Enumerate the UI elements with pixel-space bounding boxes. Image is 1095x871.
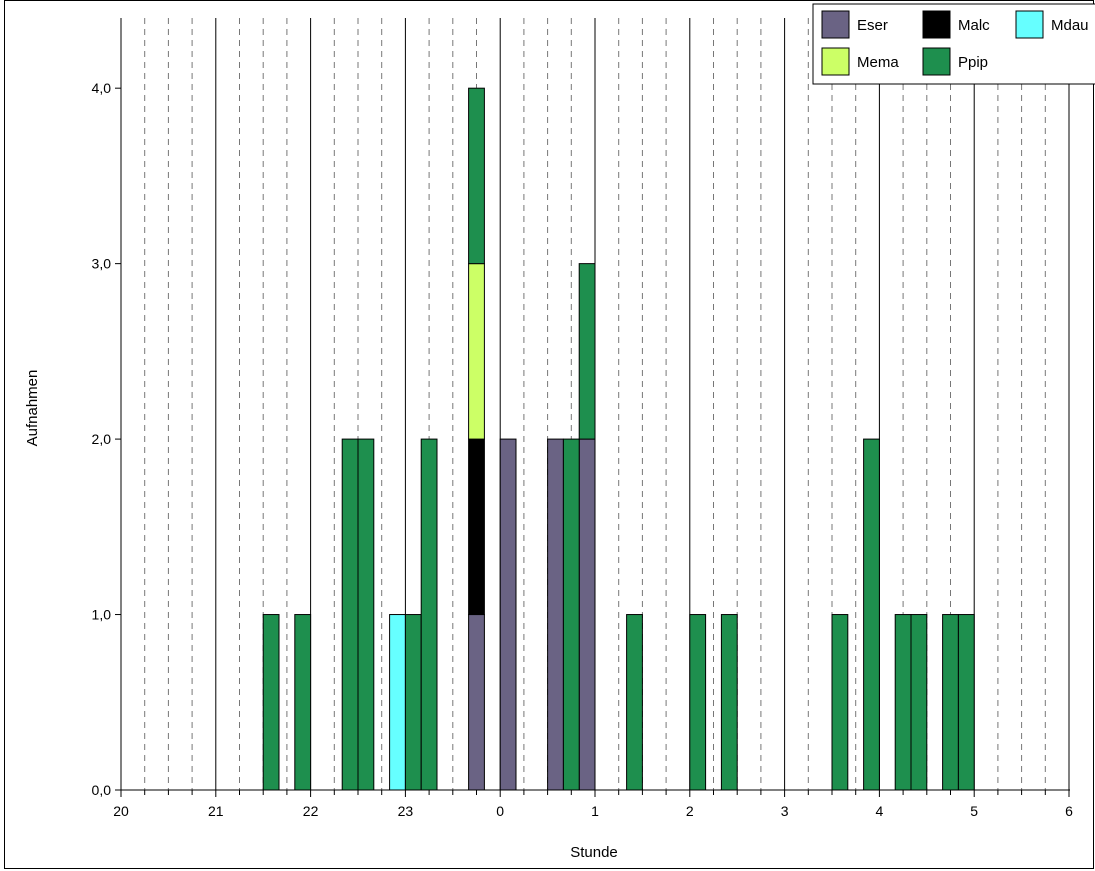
x-ticks: 20 21 22 23 0 1 2 3 4 5 6 [113, 790, 1073, 819]
y-ticks: 0,0 1,0 2,0 3,0 4,0 [92, 80, 121, 798]
bar-eser [578, 438, 596, 791]
bar-ppip [626, 614, 643, 791]
legend: Eser Malc Mdau Mema Ppip [812, 3, 1095, 85]
bar-malc [468, 438, 485, 616]
bar-ppip [341, 438, 359, 791]
bar-ppip [562, 438, 580, 791]
y-tick-label: 3,0 [92, 256, 112, 272]
legend-swatch-mdau [1015, 10, 1044, 39]
bar-ppip [957, 614, 975, 791]
y-tick-label: 2,0 [92, 431, 112, 447]
bar-mdau [389, 614, 406, 791]
bar-ppip [863, 438, 880, 791]
legend-label-ppip: Ppip [958, 54, 988, 71]
bar-ppip [294, 614, 312, 791]
x-tick-label: 0 [496, 803, 504, 819]
legend-swatch-eser [821, 10, 850, 39]
y-tick-label: 0,0 [92, 782, 112, 798]
legend-label-malc: Malc [958, 17, 990, 34]
x-tick-label: 1 [591, 803, 599, 819]
bar-mema [468, 263, 485, 440]
bar-ppip [942, 614, 959, 791]
bar-ppip [404, 614, 422, 791]
bar-ppip [720, 614, 738, 791]
bar-ppip [468, 87, 485, 265]
x-tick-label: 2 [686, 803, 694, 819]
x-axis-title: Stunde [570, 844, 618, 861]
legend-box [812, 3, 1095, 85]
legend-label-mdau: Mdau [1051, 17, 1089, 34]
bar-ppip [910, 614, 928, 791]
bar-ppip [357, 438, 375, 791]
bar-ppip [894, 614, 912, 791]
bar-ppip [831, 614, 849, 791]
x-tick-label: 4 [876, 803, 884, 819]
bar-eser [547, 438, 564, 791]
bar-ppip [689, 614, 707, 791]
bar-ppip [578, 263, 596, 440]
x-tick-label: 20 [113, 803, 129, 819]
x-tick-label: 23 [398, 803, 414, 819]
x-tick-label: 3 [781, 803, 789, 819]
legend-label-mema: Mema [857, 54, 899, 71]
legend-swatch-malc [922, 10, 951, 39]
grid-lines [144, 18, 1070, 790]
y-tick-label: 1,0 [92, 607, 112, 623]
bar-eser [468, 614, 485, 791]
x-tick-label: 5 [970, 803, 978, 819]
bar-ppip [420, 438, 438, 791]
x-tick-label: 6 [1065, 803, 1073, 819]
legend-label-eser: Eser [857, 17, 888, 34]
y-axis-title: Aufnahmen [24, 370, 41, 447]
chart-frame [4, 0, 1094, 869]
y-tick-label: 4,0 [92, 80, 112, 96]
bar-ppip [262, 614, 280, 791]
bar-eser [499, 438, 517, 791]
bars-group [262, 87, 975, 791]
legend-swatch-ppip [922, 47, 951, 76]
legend-swatch-mema [821, 47, 850, 76]
x-tick-label: 22 [303, 803, 319, 819]
x-tick-label: 21 [208, 803, 224, 819]
